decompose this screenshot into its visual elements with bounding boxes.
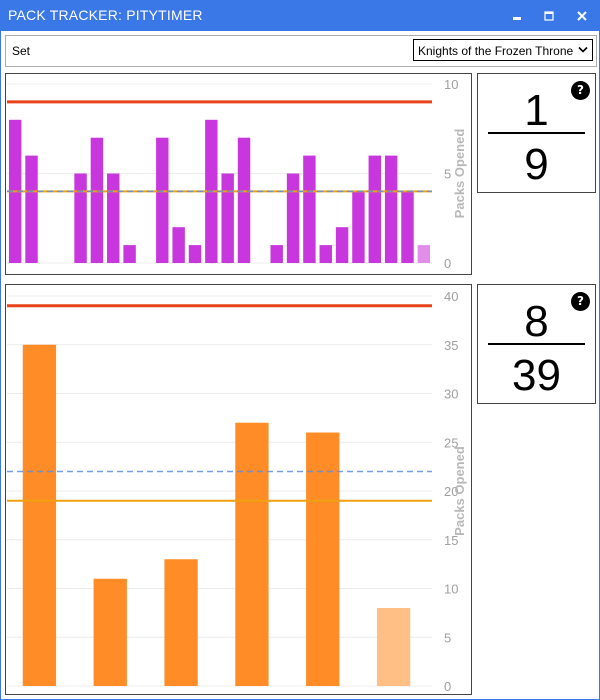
y-tick-label: 5 bbox=[444, 630, 451, 645]
epic-chart-svg: 0 5 10 Packs Opened bbox=[7, 77, 467, 271]
fraction-divider bbox=[488, 343, 585, 345]
history-bar bbox=[368, 155, 381, 263]
history-bar bbox=[25, 155, 38, 263]
history-bar bbox=[156, 137, 169, 263]
history-bar bbox=[352, 191, 365, 263]
epic-fraction-numerator: 1 bbox=[524, 86, 549, 135]
set-label: Set bbox=[12, 44, 31, 58]
history-bar bbox=[319, 245, 332, 263]
y-tick-label: 0 bbox=[444, 679, 451, 694]
y-tick-label: 15 bbox=[444, 533, 458, 548]
legendary-chart-svg: 0 5 10 15 20 25 30 35 40 Packs Opened bbox=[7, 289, 467, 694]
set-dropdown[interactable]: Knights of the Frozen Throne bbox=[413, 39, 593, 61]
history-bar bbox=[303, 155, 316, 263]
window-title: PACK TRACKER: PITYTIMER bbox=[8, 7, 203, 23]
minimize-icon bbox=[513, 17, 521, 20]
history-bar bbox=[335, 227, 349, 263]
y-axis-label: Packs Opened bbox=[452, 129, 467, 219]
question-icon[interactable]: ? bbox=[571, 292, 590, 311]
legendary-fraction-numerator: 8 bbox=[524, 297, 549, 346]
y-tick-label: 20 bbox=[444, 484, 458, 499]
history-bar bbox=[90, 137, 104, 263]
history-bar bbox=[306, 432, 340, 686]
minimize-button[interactable] bbox=[500, 3, 534, 29]
title-bar[interactable]: PACK TRACKER: PITYTIMER bbox=[1, 1, 599, 31]
history-bar bbox=[237, 137, 251, 263]
y-tick-label: 35 bbox=[444, 338, 458, 353]
history-bar bbox=[74, 173, 87, 263]
fraction-divider bbox=[488, 132, 585, 134]
epic-pity-chart: 0 5 10 Packs Opened bbox=[5, 73, 472, 275]
history-bar bbox=[164, 559, 198, 686]
set-dropdown-value: Knights of the Frozen Throne bbox=[418, 44, 574, 58]
legendary-fraction-panel: ? 8 39 bbox=[477, 284, 596, 404]
epic-fraction-panel: ? 1 9 bbox=[477, 73, 596, 193]
maximize-icon bbox=[544, 11, 554, 21]
close-icon bbox=[577, 11, 587, 21]
y-tick-label: 30 bbox=[444, 387, 458, 402]
history-bar bbox=[123, 245, 136, 263]
history-bar bbox=[172, 227, 185, 263]
y-tick-label: 10 bbox=[444, 77, 458, 92]
y-tick-label: 40 bbox=[444, 289, 458, 304]
current-bar bbox=[376, 608, 411, 686]
history-bar bbox=[188, 245, 202, 263]
y-tick-label: 25 bbox=[444, 435, 458, 450]
y-tick-label: 0 bbox=[444, 256, 451, 271]
close-button[interactable] bbox=[565, 3, 599, 29]
y-tick-label: 5 bbox=[444, 167, 451, 182]
history-bar bbox=[270, 245, 283, 263]
history-bar bbox=[22, 344, 57, 686]
history-bar bbox=[384, 155, 398, 263]
question-icon[interactable]: ? bbox=[571, 81, 590, 100]
maximize-button[interactable] bbox=[532, 3, 566, 29]
epic-fraction-denominator: 9 bbox=[524, 140, 549, 189]
chevron-down-icon bbox=[578, 46, 588, 53]
history-bar bbox=[93, 578, 127, 686]
history-bar bbox=[107, 173, 120, 263]
legendary-pity-chart: 0 5 10 15 20 25 30 35 40 Packs Opened bbox=[5, 284, 472, 695]
y-axis-label: Packs Opened bbox=[452, 446, 467, 536]
history-bar bbox=[235, 422, 269, 686]
legendary-fraction-denominator: 39 bbox=[512, 351, 561, 400]
set-selector-bar: Set Knights of the Frozen Throne bbox=[5, 35, 597, 67]
history-bar bbox=[286, 173, 300, 263]
y-tick-label: 10 bbox=[444, 582, 458, 597]
history-bar bbox=[221, 173, 234, 263]
current-bar bbox=[417, 245, 431, 263]
history-bar bbox=[401, 191, 414, 263]
